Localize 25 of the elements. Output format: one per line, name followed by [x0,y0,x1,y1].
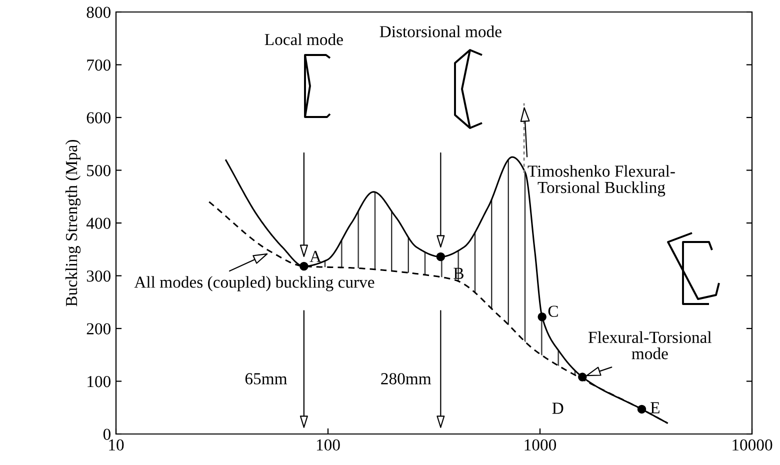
annotation: 280mm [381,373,432,384]
y-tick-label: 800 [86,6,111,18]
annotation: Local mode [264,33,343,46]
annotation: 65mm [245,373,288,384]
annotation: Flexural-Torsional mode [588,331,712,360]
y-tick-label: 600 [86,112,111,124]
y-tick-label: 700 [87,59,111,71]
x-tick-label: 1000 [524,439,556,451]
y-tick-label: 300 [86,270,111,282]
y-tick-label: 200 [86,323,111,334]
annotation: A [310,250,322,262]
y-tick-label: 400 [86,218,111,229]
annotation: All modes (coupled) buckling curve [134,276,374,292]
y-tick-label: 0 [103,428,111,440]
x-tick-label: 10000 [732,439,772,451]
y-tick-label: 100 [88,376,111,388]
x-tick-label: 100 [316,439,340,451]
annotation: E [650,402,660,414]
annotation: C [548,306,558,317]
y-tick-label: 500 [87,164,111,176]
y-axis-title: Buckling Strength (Mpa) [65,140,81,306]
annotation: Timoshenko Flexural- Torsional Buckling [528,165,675,197]
x-tick-label: 10 [109,439,124,451]
annotation: Distorsional mode [380,26,502,38]
annotation: D [552,402,564,414]
